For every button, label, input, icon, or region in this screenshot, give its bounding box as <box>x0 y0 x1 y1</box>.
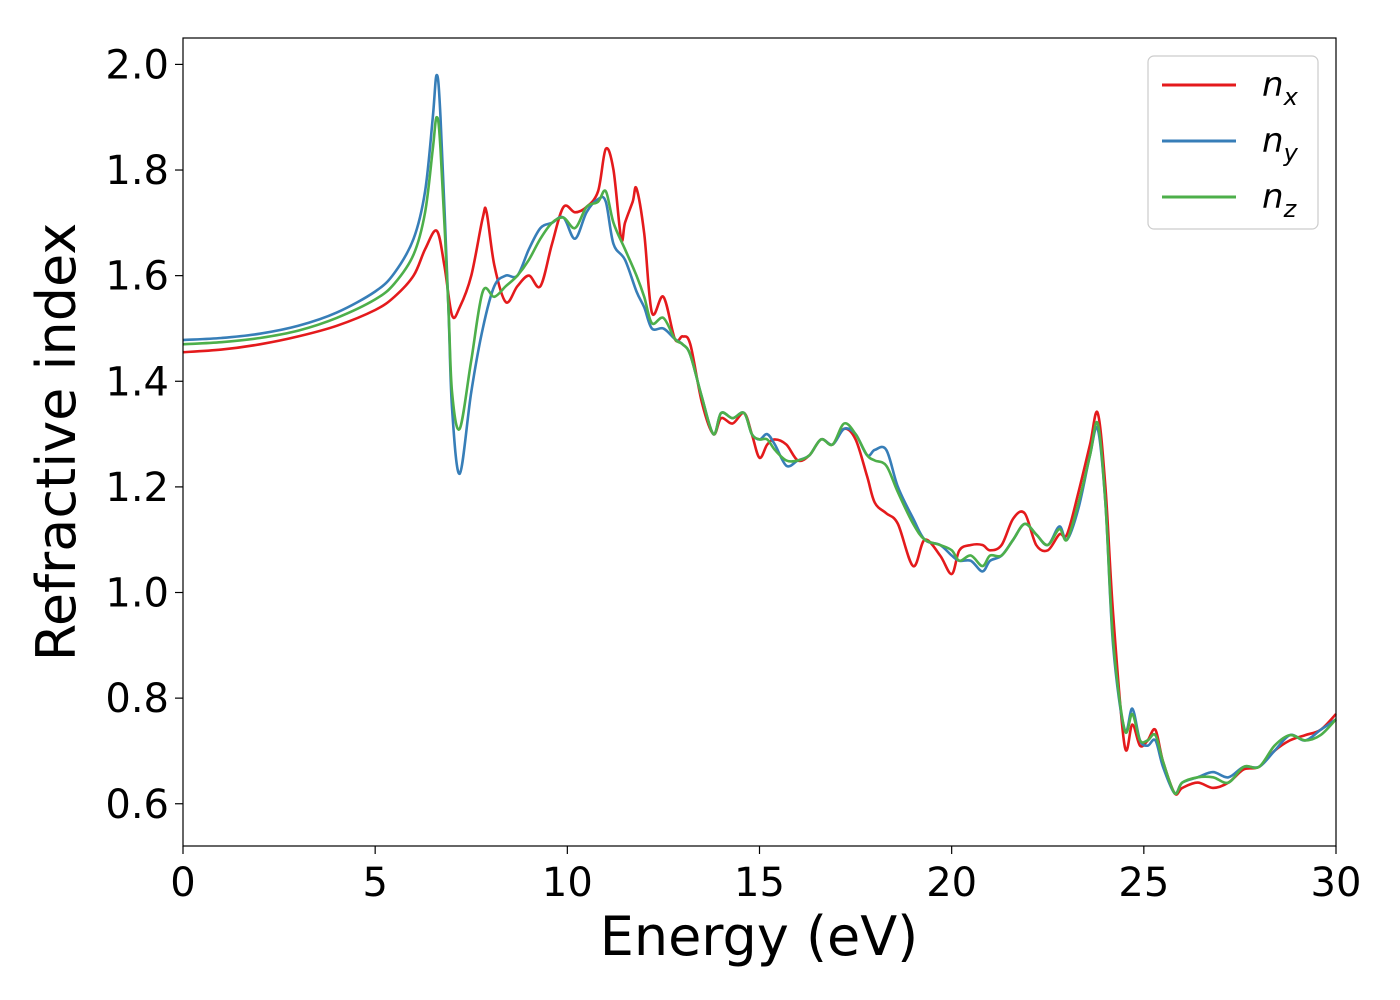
legend-label-subscript: y <box>1283 139 1299 167</box>
x-axis-title: Energy (eV) <box>600 905 919 968</box>
x-tick-label: 5 <box>362 860 387 906</box>
x-tick-label: 0 <box>170 860 195 906</box>
x-tick-label: 25 <box>1118 860 1169 906</box>
y-axis-ticks: 0.6 0.8 1.0 1.2 1.4 1.6 1.8 2.0 <box>105 42 183 828</box>
legend-label-main: n <box>1262 177 1284 217</box>
x-tick-label: 20 <box>926 860 977 906</box>
y-tick-label: 0.6 <box>105 782 169 828</box>
legend-label-y: ny <box>1262 121 1299 167</box>
legend-label-x: nx <box>1262 65 1299 111</box>
y-tick-label: 1.0 <box>105 571 169 617</box>
series-line-z <box>182 115 1337 796</box>
y-tick-label: 0.8 <box>105 676 169 722</box>
x-tick-label: 10 <box>542 860 593 906</box>
legend-label-subscript: z <box>1283 195 1298 223</box>
series-line-y <box>182 73 1337 795</box>
x-tick-label: 30 <box>1311 860 1362 906</box>
legend-label-main: n <box>1262 121 1284 161</box>
legend-label-z: nz <box>1262 177 1298 223</box>
y-tick-label: 1.2 <box>105 465 169 511</box>
y-tick-label: 2.0 <box>105 42 169 88</box>
y-tick-label: 1.8 <box>105 148 169 194</box>
legend-label-main: n <box>1262 65 1284 105</box>
x-axis-ticks: 0 5 10 15 20 25 30 <box>170 846 1361 906</box>
legend-label-subscript: x <box>1283 83 1299 111</box>
series-line-x <box>182 146 1337 796</box>
y-tick-label: 1.6 <box>105 254 169 300</box>
y-axis-title: Refractive index <box>25 223 88 662</box>
x-tick-label: 15 <box>734 860 785 906</box>
y-tick-label: 1.4 <box>105 359 169 405</box>
series-layer <box>182 73 1337 796</box>
